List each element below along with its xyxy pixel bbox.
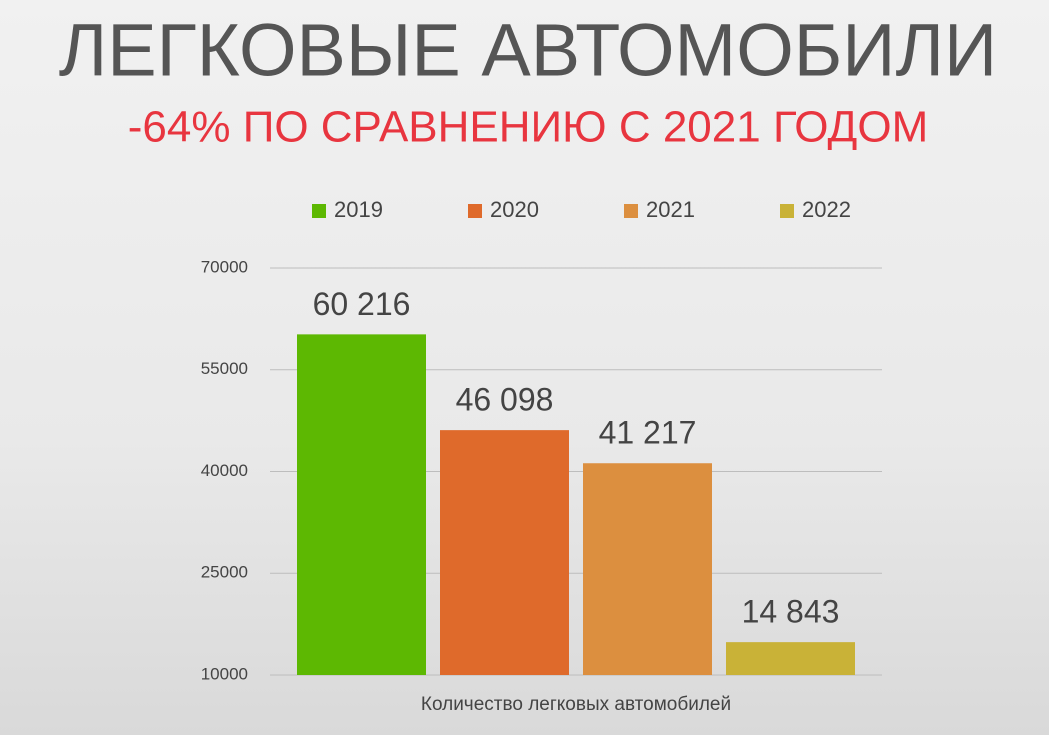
- legend-swatch: [468, 204, 482, 218]
- value-label: 41 217: [599, 415, 697, 451]
- chart-subtitle: -64% ПО СРАВНЕНИЮ С 2021 ГОДОМ: [128, 103, 929, 152]
- bar: [583, 463, 712, 675]
- value-label: 46 098: [456, 382, 554, 418]
- value-label: 14 843: [742, 594, 840, 630]
- legend-label: 2019: [334, 197, 383, 222]
- chart-title: ЛЕГКОВЫЕ АВТОМОБИЛИ: [59, 9, 998, 92]
- y-tick-label: 25000: [201, 563, 248, 582]
- bar: [297, 334, 426, 675]
- bar: [726, 642, 855, 675]
- legend-label: 2021: [646, 197, 695, 222]
- legend-label: 2020: [490, 197, 539, 222]
- legend-swatch: [624, 204, 638, 218]
- value-label: 60 216: [313, 286, 411, 322]
- legend-swatch: [780, 204, 794, 218]
- y-tick-label: 10000: [201, 664, 248, 683]
- bar: [440, 430, 569, 675]
- y-tick-label: 55000: [201, 359, 248, 378]
- y-tick-label: 40000: [201, 461, 248, 480]
- legend-swatch: [312, 204, 326, 218]
- x-tick-label: Количество легковых автомобилей: [421, 694, 731, 715]
- legend-label: 2022: [802, 197, 851, 222]
- y-tick-label: 70000: [201, 257, 248, 276]
